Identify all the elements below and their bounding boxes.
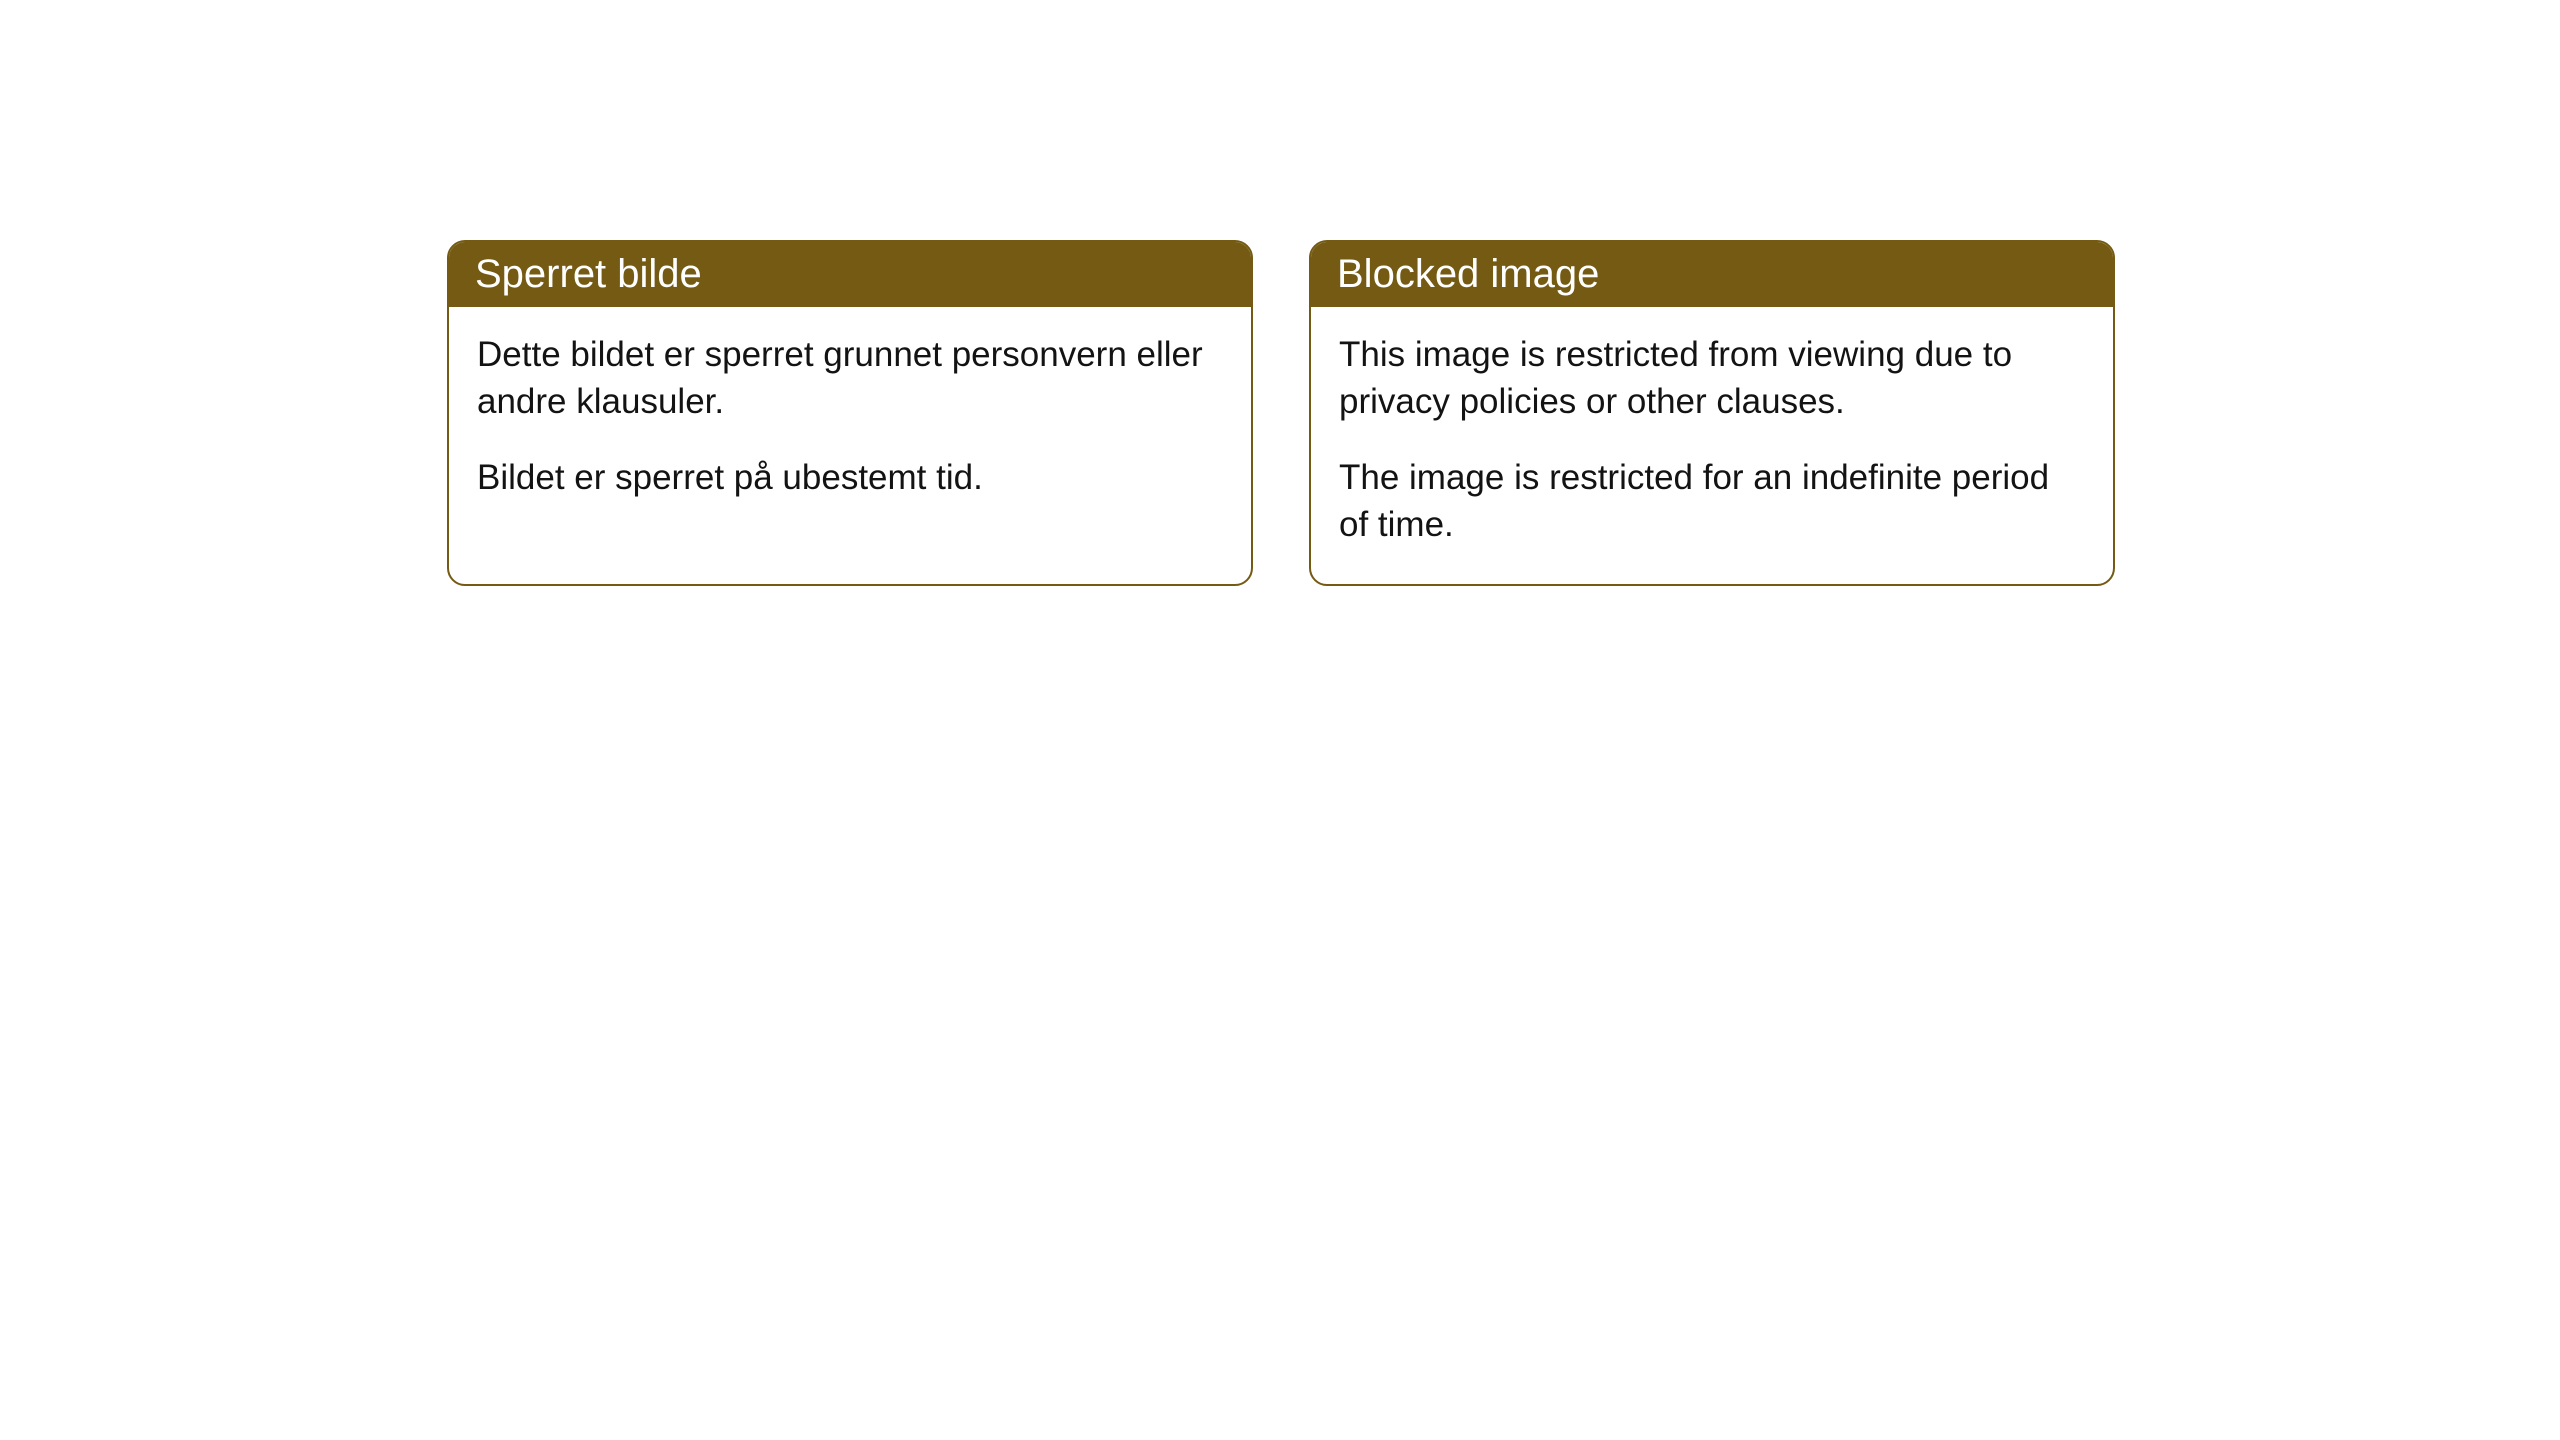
card-header-english: Blocked image: [1311, 242, 2113, 307]
card-header-norwegian: Sperret bilde: [449, 242, 1251, 307]
card-paragraph-2: Bildet er sperret på ubestemt tid.: [477, 454, 1223, 501]
notice-cards-container: Sperret bilde Dette bildet er sperret gr…: [447, 240, 2115, 586]
blocked-image-card-norwegian: Sperret bilde Dette bildet er sperret gr…: [447, 240, 1253, 586]
card-paragraph-1: Dette bildet er sperret grunnet personve…: [477, 331, 1223, 426]
blocked-image-card-english: Blocked image This image is restricted f…: [1309, 240, 2115, 586]
card-body-english: This image is restricted from viewing du…: [1311, 307, 2113, 584]
card-paragraph-1: This image is restricted from viewing du…: [1339, 331, 2085, 426]
card-paragraph-2: The image is restricted for an indefinit…: [1339, 454, 2085, 549]
card-body-norwegian: Dette bildet er sperret grunnet personve…: [449, 307, 1251, 537]
